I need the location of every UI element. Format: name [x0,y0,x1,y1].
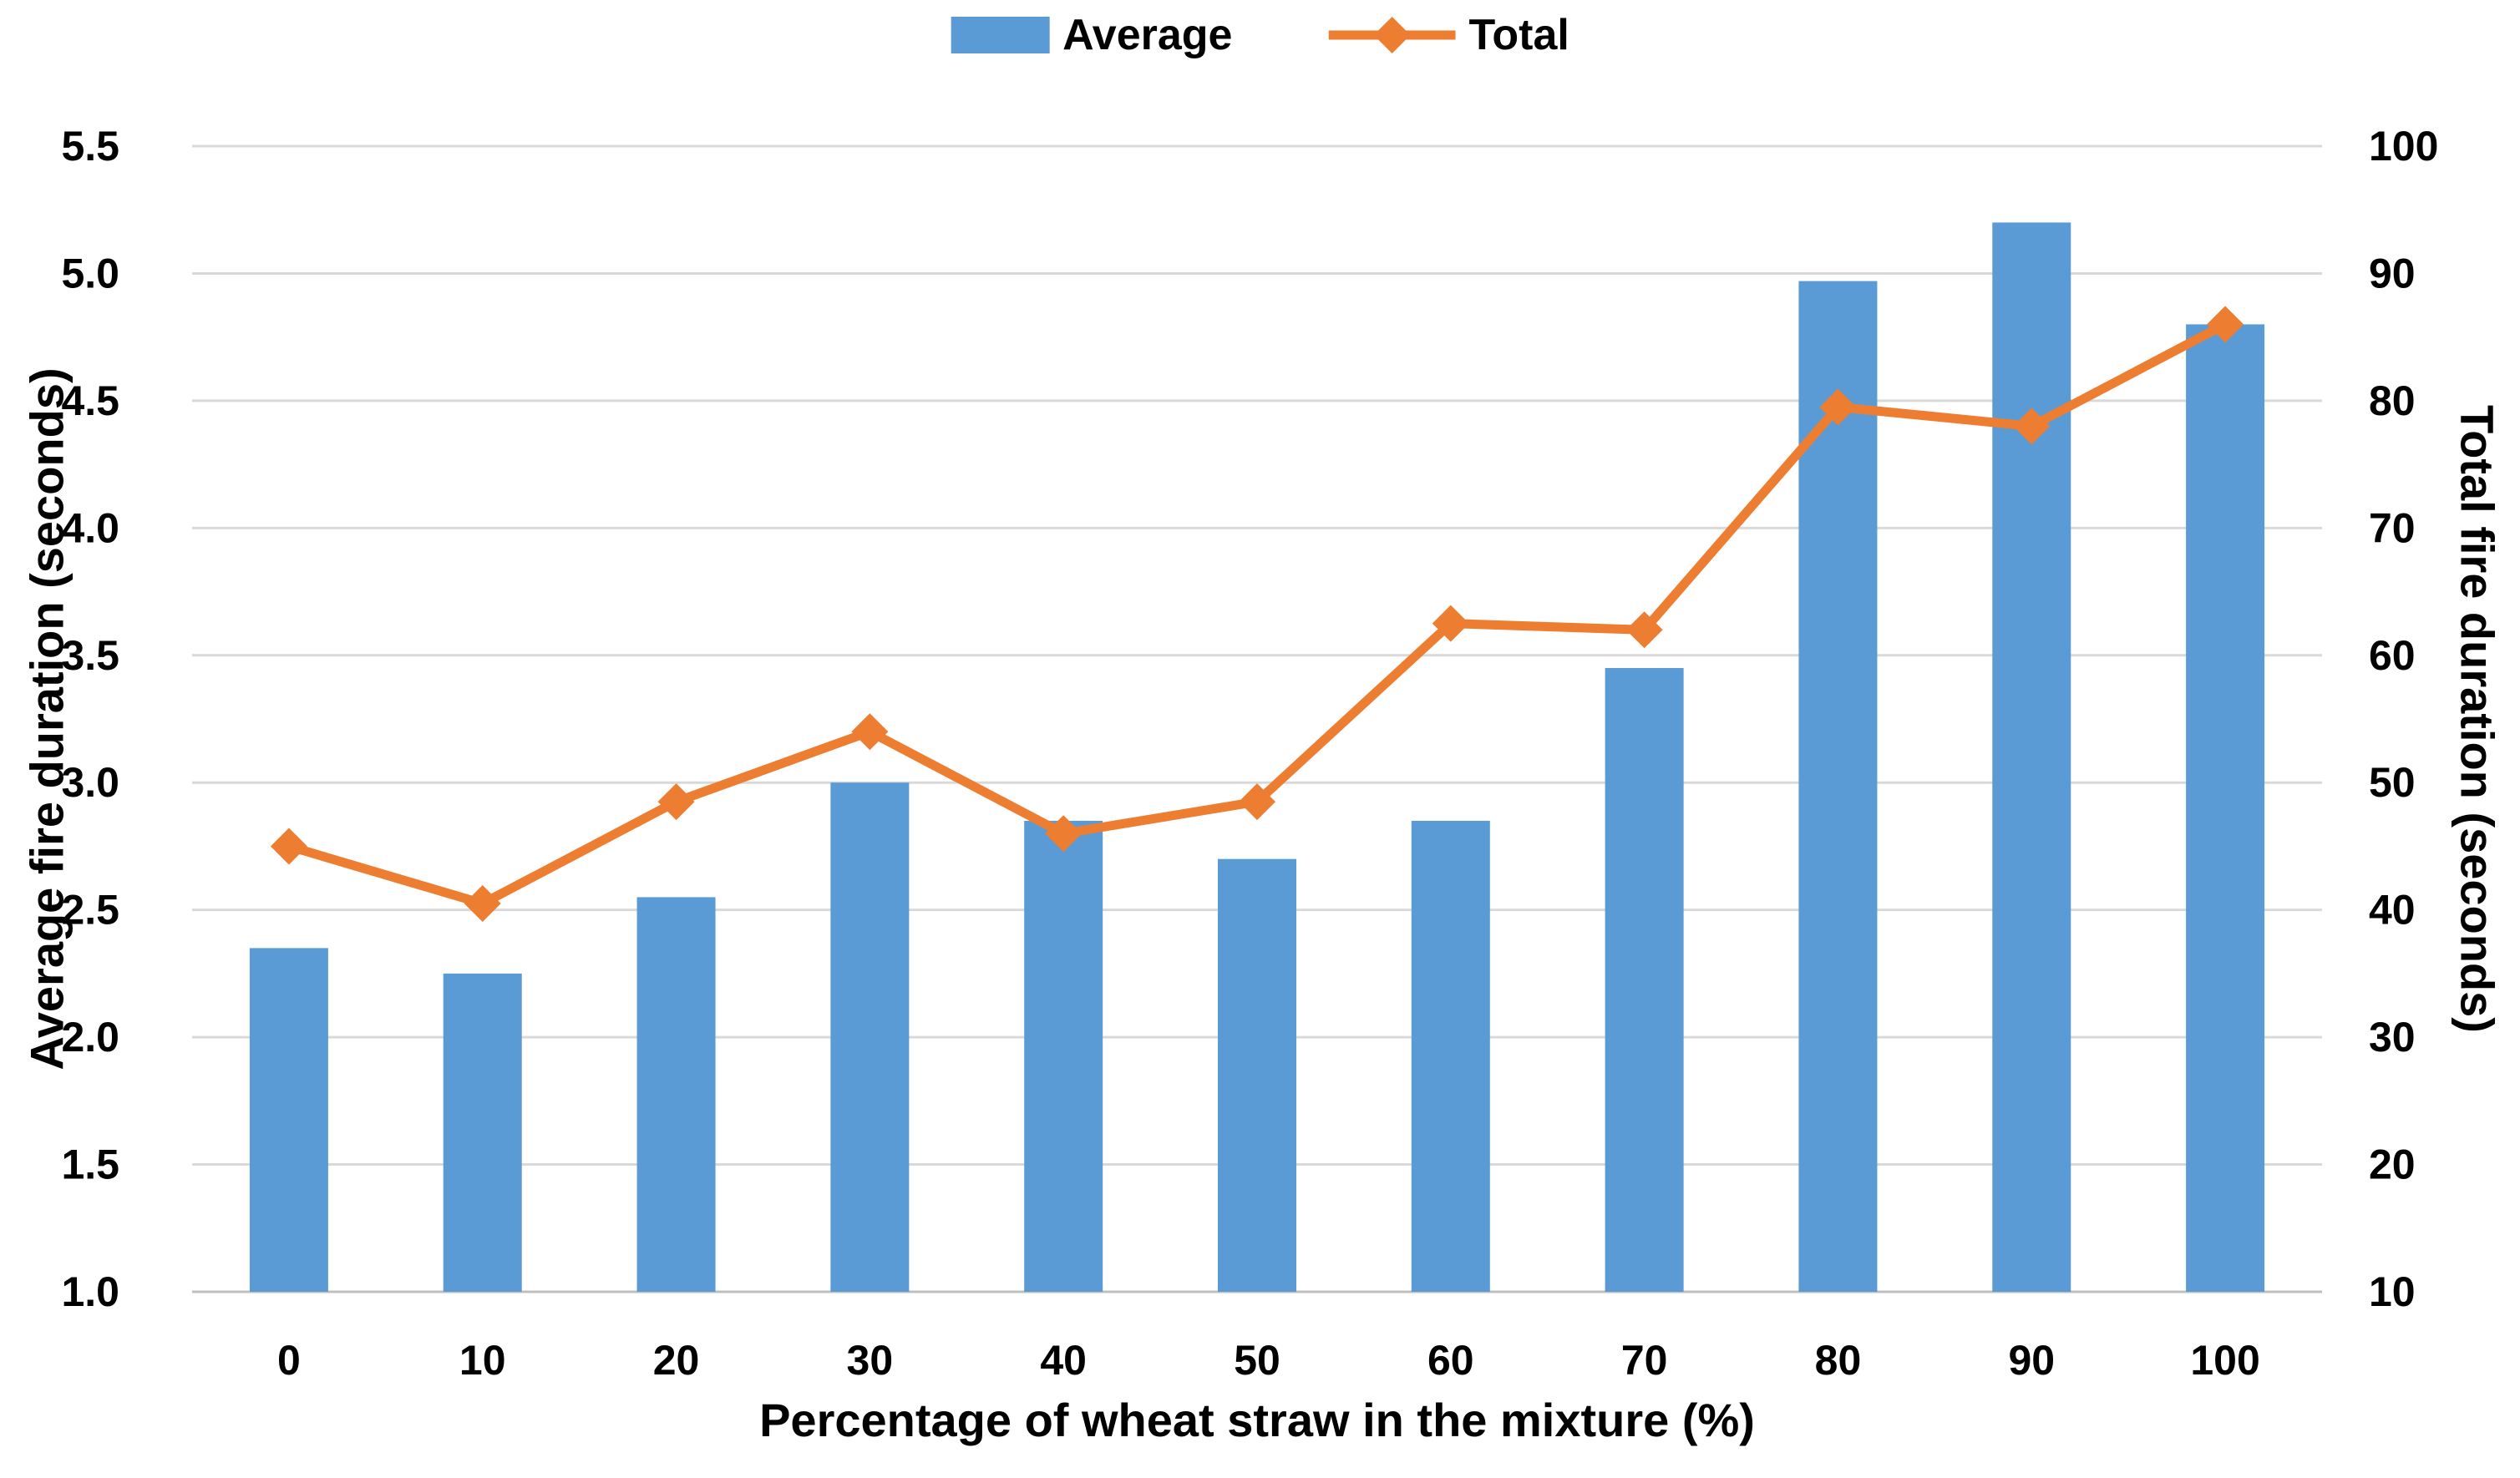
left-axis-tick-label: 5.5 [61,123,119,170]
legend-entry-total[interactable]: Total [1328,10,1569,60]
right-axis-tick-label: 20 [2369,1141,2416,1188]
bar-90[interactable] [1992,222,2071,1292]
left-axis-tick-label: 2.5 [61,887,119,934]
left-axis-tick-label: 1.0 [61,1268,119,1315]
right-axis-tick-label: 100 [2369,123,2438,170]
right-axis-tick-label: 90 [2369,250,2416,296]
left-axis-tick-label: 4.0 [61,504,119,551]
bar-10[interactable] [443,973,522,1292]
line-marker-40[interactable] [1045,815,1083,853]
legend-entry-average[interactable]: Average [951,10,1232,60]
left-axis-tick-label: 2.0 [61,1014,119,1060]
line-marker-70[interactable] [1625,611,1663,649]
legend-average-label: Average [1062,11,1233,59]
x-axis-tick-label: 40 [1040,1337,1087,1384]
bar-100[interactable] [2186,324,2265,1292]
line-marker-80[interactable] [1819,388,1857,426]
right-axis-tick-label: 50 [2369,759,2416,806]
line-marker-50[interactable] [1239,783,1275,821]
left-axis-tick-label: 3.0 [61,759,119,806]
x-axis-tick-label: 0 [277,1337,301,1384]
bar-0[interactable] [249,948,328,1292]
x-axis-tick-label: 10 [459,1337,506,1384]
legend-total-label: Total [1468,11,1569,59]
line-marker-10[interactable] [464,885,501,923]
x-axis-tick-label: 100 [2190,1337,2259,1384]
bar-20[interactable] [636,897,716,1292]
line-marker-20[interactable] [657,783,695,821]
line-marker-90[interactable] [2013,407,2051,445]
right-axis-tick-label: 70 [2369,504,2416,551]
legend-total-line-swatch-icon [1328,17,1456,53]
x-axis-tick-label: 30 [847,1337,894,1384]
left-axis-tick-label: 1.5 [61,1141,119,1188]
right-axis-title: Total fire duration (seconds) [2451,405,2504,1033]
line-marker-60[interactable] [1432,605,1469,642]
right-axis-tick-label: 80 [2369,377,2416,424]
x-axis-tick-label: 90 [2008,1337,2055,1384]
x-axis-tick-label: 80 [1815,1337,1862,1384]
bar-50[interactable] [1218,858,1296,1292]
right-axis-tick-label: 30 [2369,1014,2416,1060]
line-marker-100[interactable] [2207,306,2244,343]
x-axis-tick-label: 20 [653,1337,700,1384]
x-axis-tick-label: 50 [1234,1337,1280,1384]
line-marker-30[interactable] [851,713,889,751]
line-marker-0[interactable] [270,828,307,865]
right-axis-tick-label: 10 [2369,1268,2416,1315]
left-axis-tick-label: 4.5 [61,377,119,424]
x-axis-tick-label: 60 [1427,1337,1474,1384]
bar-40[interactable] [1024,820,1103,1292]
left-axis-title: Average fire duration (seconds) [20,367,74,1071]
legend-average-bar-swatch-icon [951,17,1050,53]
x-axis-title: Percentage of wheat straw in the mixture… [759,1394,1755,1446]
left-axis-tick-label: 5.0 [61,250,119,296]
bar-60[interactable] [1411,820,1490,1292]
chart-legend: Average Total [951,10,1569,60]
right-axis-tick-label: 60 [2369,632,2416,679]
right-axis-tick-label: 40 [2369,887,2416,934]
bar-30[interactable] [830,782,910,1292]
bar-80[interactable] [1798,281,1878,1293]
x-axis-tick-label: 70 [1621,1337,1668,1384]
left-axis-tick-label: 3.5 [61,632,119,679]
bar-70[interactable] [1605,668,1684,1292]
